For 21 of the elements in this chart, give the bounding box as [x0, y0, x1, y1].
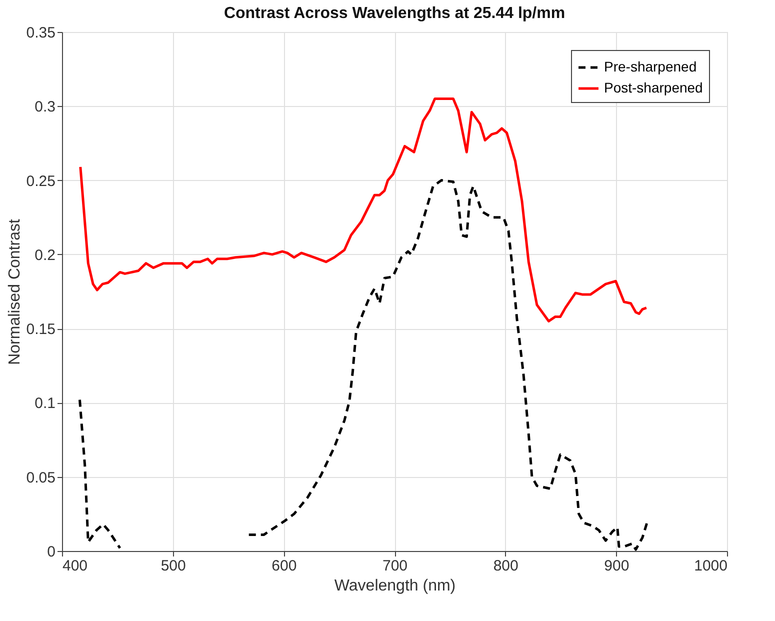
legend-label: Pre-sharpened — [604, 58, 697, 74]
x-axis-title: Wavelength (nm) — [334, 578, 456, 594]
y-tick-label: 0.15 — [26, 321, 56, 338]
y-tick-label: 0 — [47, 544, 56, 560]
x-tick-label: 400 — [62, 558, 88, 574]
y-tick-label: 0.25 — [26, 172, 56, 190]
line-series — [79, 97, 648, 322]
y-axis-title: Normalised Contrast — [6, 218, 24, 365]
x-tick-label: 600 — [272, 558, 297, 574]
chart-title: Contrast Across Wavelengths at 25.44 lp/mm — [224, 5, 566, 22]
y-tick-label: 0.3 — [34, 98, 56, 116]
x-tick-label: 500 — [160, 558, 186, 574]
legend-label: Post-sharpened — [604, 80, 703, 96]
y-tick-label: 0.1 — [34, 395, 56, 412]
y-tick-label: 0.2 — [34, 246, 56, 264]
x-tick-label: 700 — [382, 558, 408, 574]
x-tick-label: 1000 — [694, 558, 728, 574]
y-tick-label: 0.35 — [26, 24, 56, 42]
x-tick-label: 800 — [493, 558, 518, 574]
x-tick-label: 900 — [604, 558, 630, 574]
y-tick-label: 0.05 — [26, 469, 56, 486]
